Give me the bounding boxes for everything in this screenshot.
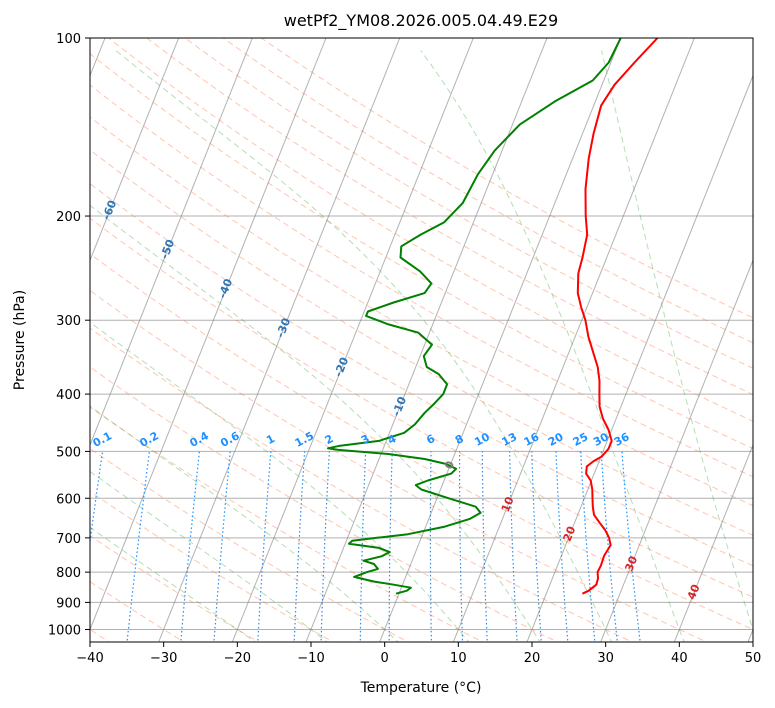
moist-adiabat	[420, 50, 685, 642]
y-axis-label: Pressure (hPa)	[12, 290, 28, 390]
mixing-ratio-label: 10	[472, 430, 492, 449]
plot-frame	[89, 37, 754, 643]
y-tick-label: 600	[56, 492, 81, 507]
dry-adiabat	[184, 38, 753, 369]
dry-adiabat	[90, 490, 335, 642]
y-tick-label: 100	[56, 32, 81, 47]
isotherm-label: 10	[499, 495, 517, 514]
x-axis-label: Temperature (°C)	[360, 680, 482, 696]
mixing-ratio-label: 16	[522, 430, 542, 449]
mixing-ratio-line	[509, 451, 518, 642]
isotherm-label: 30	[622, 554, 640, 573]
moist-adiabat	[115, 50, 613, 642]
mixing-ratio-line	[320, 451, 330, 642]
mixing-ratio-line	[481, 451, 488, 642]
dry-adiabat	[90, 535, 260, 642]
x-tick-label: −30	[150, 651, 177, 666]
isotherm-label: 40	[685, 582, 703, 601]
y-tick-label: 800	[56, 566, 81, 581]
y-tick-label: 500	[56, 445, 81, 460]
y-tick-label: 400	[56, 388, 81, 403]
mixing-ratio-label: 30	[591, 430, 611, 449]
moist-adiabat	[90, 470, 328, 642]
sounding-profiles	[327, 38, 659, 595]
dry-adiabats	[90, 38, 753, 642]
dry-adiabat	[222, 38, 753, 344]
x-tick-label: 50	[745, 651, 762, 666]
mixing-ratio-label: 20	[546, 430, 566, 449]
isotherm-line	[158, 38, 401, 642]
moist-adiabat	[601, 50, 753, 632]
dry-adiabat	[90, 116, 753, 507]
mixing-ratio-label: 25	[571, 430, 591, 449]
dry-adiabat	[90, 406, 484, 642]
x-tick-label: 30	[597, 651, 614, 666]
x-tick-label: −10	[297, 651, 324, 666]
y-tick-label: 900	[56, 596, 81, 611]
mixing-ratio-label: 36	[612, 430, 632, 449]
dewpoint-line	[327, 38, 622, 595]
isotherm-line	[90, 38, 253, 447]
mixing-ratio-line	[359, 451, 367, 642]
mixing-ratio-line	[531, 451, 542, 642]
dry-adiabat	[90, 183, 753, 567]
x-tick-label: 40	[671, 651, 688, 666]
y-axis-ticks: 100 200 300 400 500 600 700 800 900 1000	[48, 32, 90, 638]
y-tick-label: 200	[56, 210, 81, 225]
isotherm-line	[452, 38, 695, 642]
mixing-ratio-line	[429, 451, 433, 642]
isotherm-line	[231, 38, 474, 642]
dry-adiabat	[90, 447, 409, 642]
x-tick-label: 0	[381, 651, 389, 666]
plot-area	[90, 38, 753, 642]
x-tick-label: −40	[76, 651, 103, 666]
mixing-ratio-label: 13	[500, 430, 520, 449]
x-tick-label: −20	[224, 651, 251, 666]
isotherm-line	[526, 74, 753, 642]
dry-adiabat	[90, 84, 753, 478]
isotherm-line	[379, 38, 622, 642]
y-tick-label: 700	[56, 532, 81, 547]
mixing-ratio-line	[388, 451, 393, 642]
mixing-ratio-line	[555, 451, 569, 642]
isotherm-line	[90, 38, 327, 631]
x-tick-label: 10	[450, 651, 467, 666]
y-tick-label: 300	[56, 314, 81, 329]
isotherm-line	[90, 38, 180, 262]
isotherm-label: 20	[561, 524, 579, 543]
moist-adiabats	[90, 50, 753, 642]
isotherm-line	[600, 258, 753, 642]
x-tick-label: 20	[524, 651, 541, 666]
dry-adiabat	[90, 217, 753, 598]
chart-title: wetPf2_YM08.2026.005.04.49.E29	[284, 11, 558, 31]
temperature-line	[576, 38, 659, 595]
dry-adiabat	[90, 327, 634, 642]
y-tick-label: 1000	[48, 623, 81, 638]
mixing-ratio-line	[293, 451, 306, 642]
isotherm-line	[673, 443, 753, 642]
dry-adiabat	[90, 253, 753, 631]
moist-adiabat	[90, 526, 257, 642]
mixing-ratio-line	[257, 451, 272, 642]
x-axis-ticks: −40 −30 −20 −10 0 10 20 30 40 50	[76, 642, 761, 666]
mixing-ratio-line	[459, 451, 464, 642]
mixing-ratio-lines	[90, 451, 641, 642]
dry-adiabat	[90, 366, 559, 642]
moist-adiabat	[90, 321, 470, 642]
